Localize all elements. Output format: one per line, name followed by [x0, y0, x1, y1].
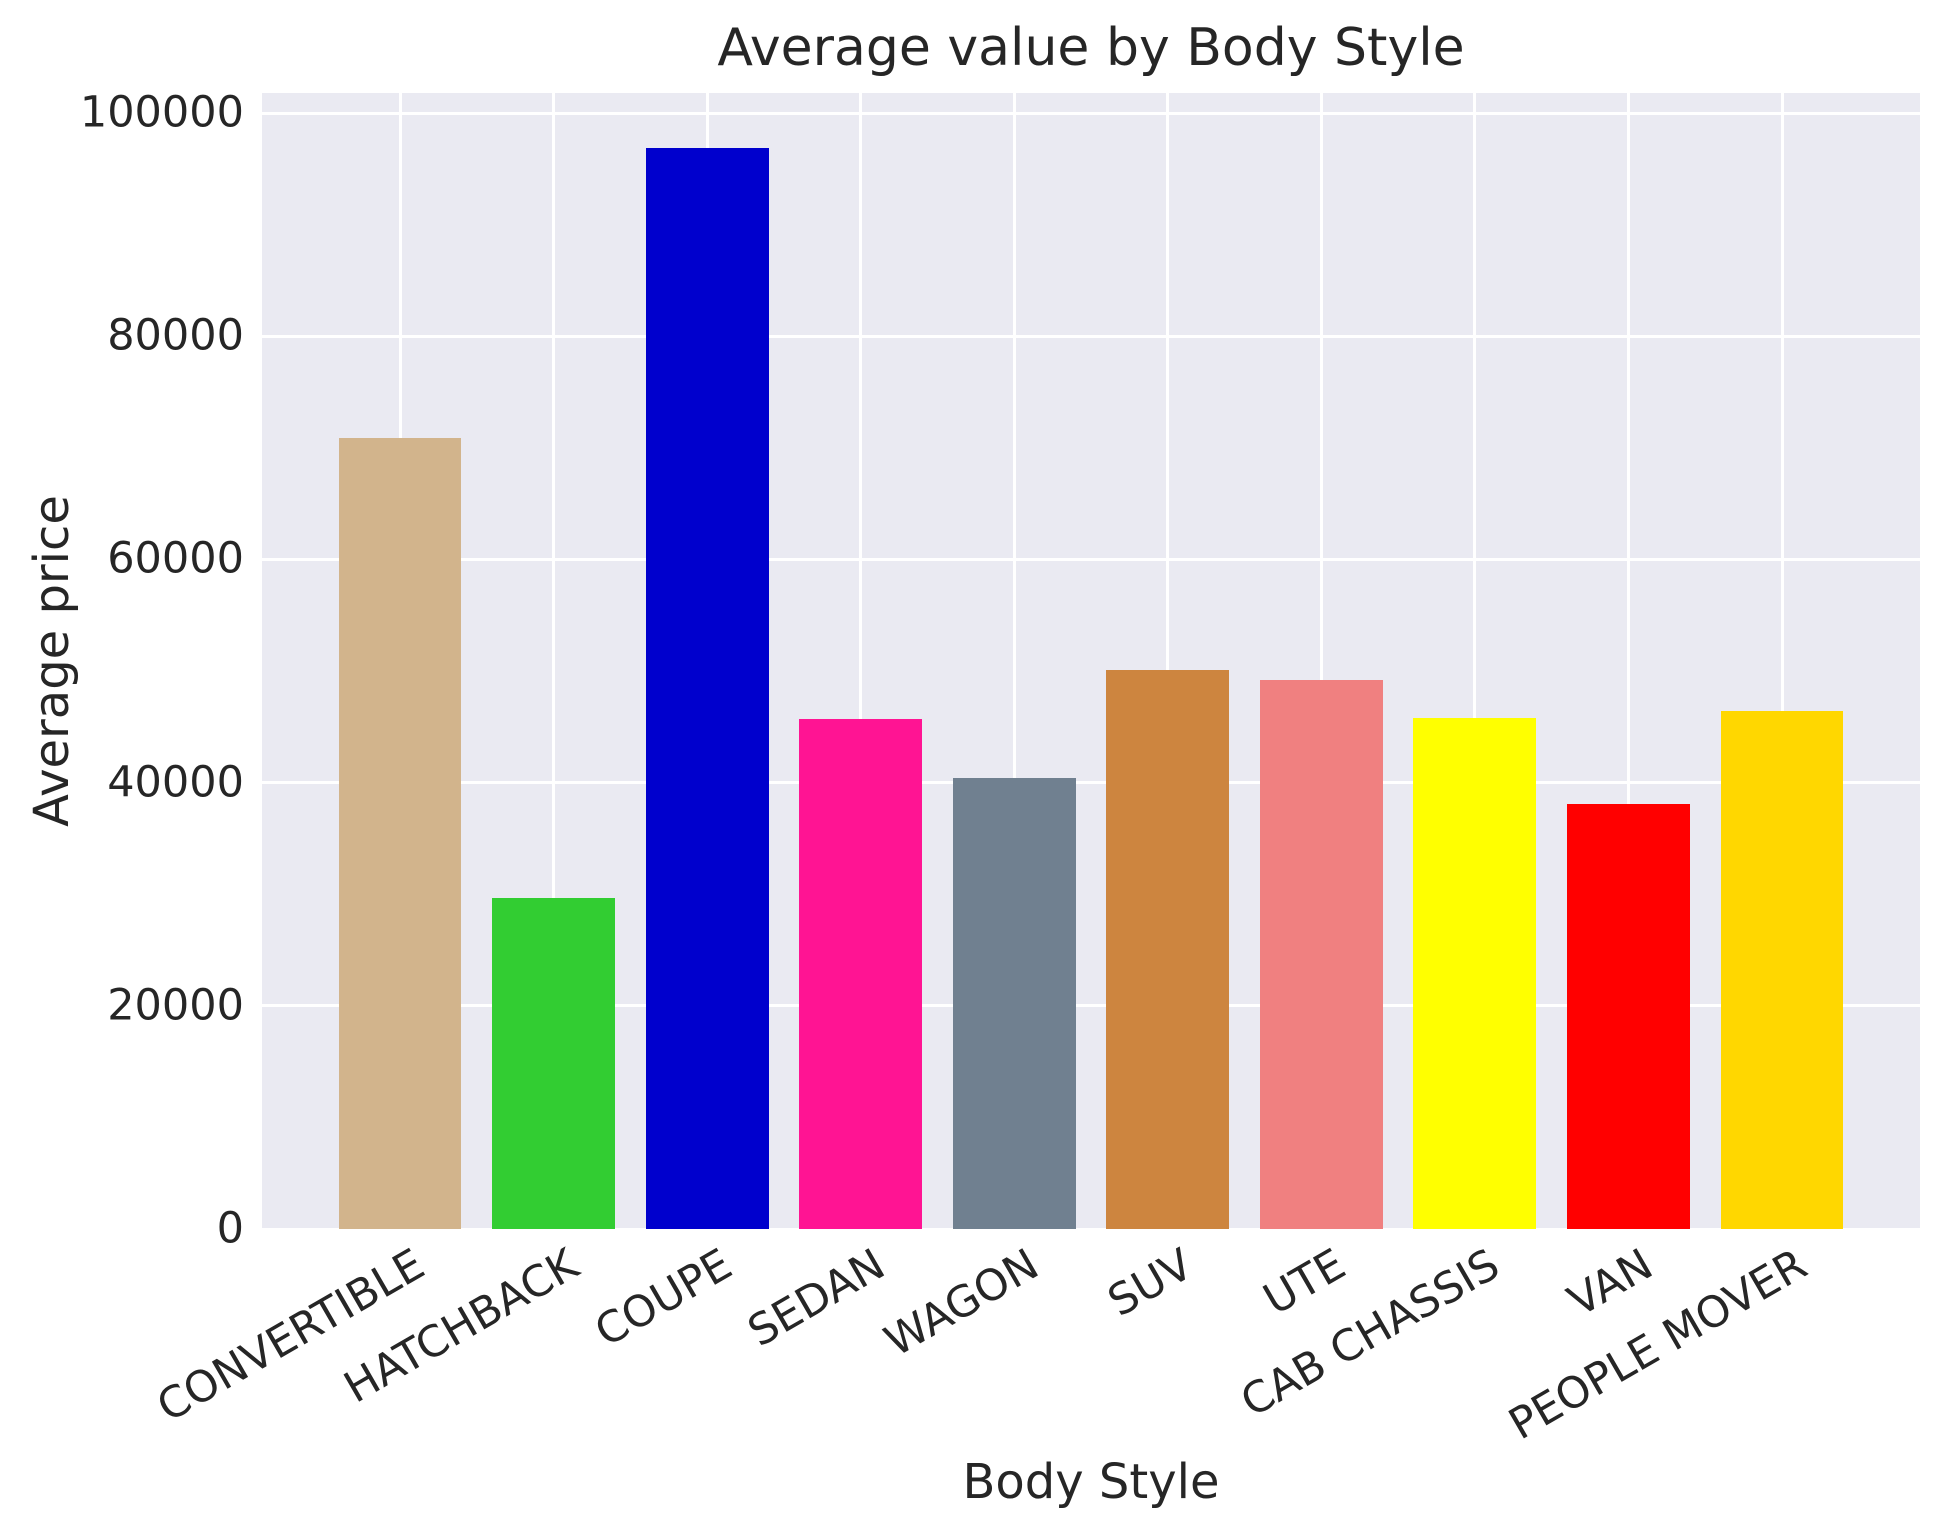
v-gridline [1626, 93, 1630, 1229]
x-tick-label: SEDAN [740, 1239, 894, 1358]
chart-title: Average value by Body Style [717, 18, 1465, 78]
bar-ute [1259, 679, 1383, 1229]
bar-wagon [952, 778, 1076, 1229]
bar-coupe [645, 147, 769, 1229]
y-tick-label: 60000 [107, 533, 244, 584]
x-tick-label: VAN [1560, 1239, 1662, 1327]
v-gridline [552, 93, 556, 1229]
y-tick-label: 20000 [107, 980, 244, 1031]
y-tick-label: 40000 [107, 757, 244, 808]
v-gridline [1319, 93, 1323, 1229]
h-gridline [262, 1004, 1920, 1008]
v-gridline [859, 93, 863, 1229]
h-gridline [262, 334, 1920, 338]
bar-suv [1106, 669, 1230, 1229]
v-gridline [1473, 93, 1477, 1229]
bar-convertible [338, 437, 462, 1229]
y-tick-label: 80000 [107, 310, 244, 361]
v-gridline [1012, 93, 1016, 1229]
x-tick-label: COUPE [586, 1239, 741, 1358]
x-axis-label: Body Style [962, 1454, 1220, 1510]
h-gridline [262, 111, 1920, 115]
bar-people-mover [1720, 711, 1844, 1229]
y-tick-label: 0 [216, 1203, 244, 1254]
h-gridline [262, 557, 1920, 561]
h-gridline [262, 781, 1920, 785]
bar-cab-chassis [1413, 717, 1537, 1229]
x-tick-label: SUV [1099, 1239, 1201, 1327]
x-tick-label: CONVERTIBLE [149, 1239, 433, 1433]
x-tick-label: UTE [1255, 1239, 1355, 1326]
bar-hatchback [492, 897, 615, 1229]
y-tick-label: 100000 [79, 87, 244, 138]
plot-area [262, 93, 1920, 1231]
x-tick-label: WAGON [876, 1239, 1048, 1367]
v-gridline [1166, 93, 1170, 1229]
bar-sedan [799, 719, 923, 1229]
v-gridline [1780, 93, 1784, 1229]
x-tick-label: PEOPLE MOVER [1500, 1239, 1815, 1451]
h-gridline [262, 1227, 1920, 1231]
bar-van [1567, 803, 1690, 1229]
